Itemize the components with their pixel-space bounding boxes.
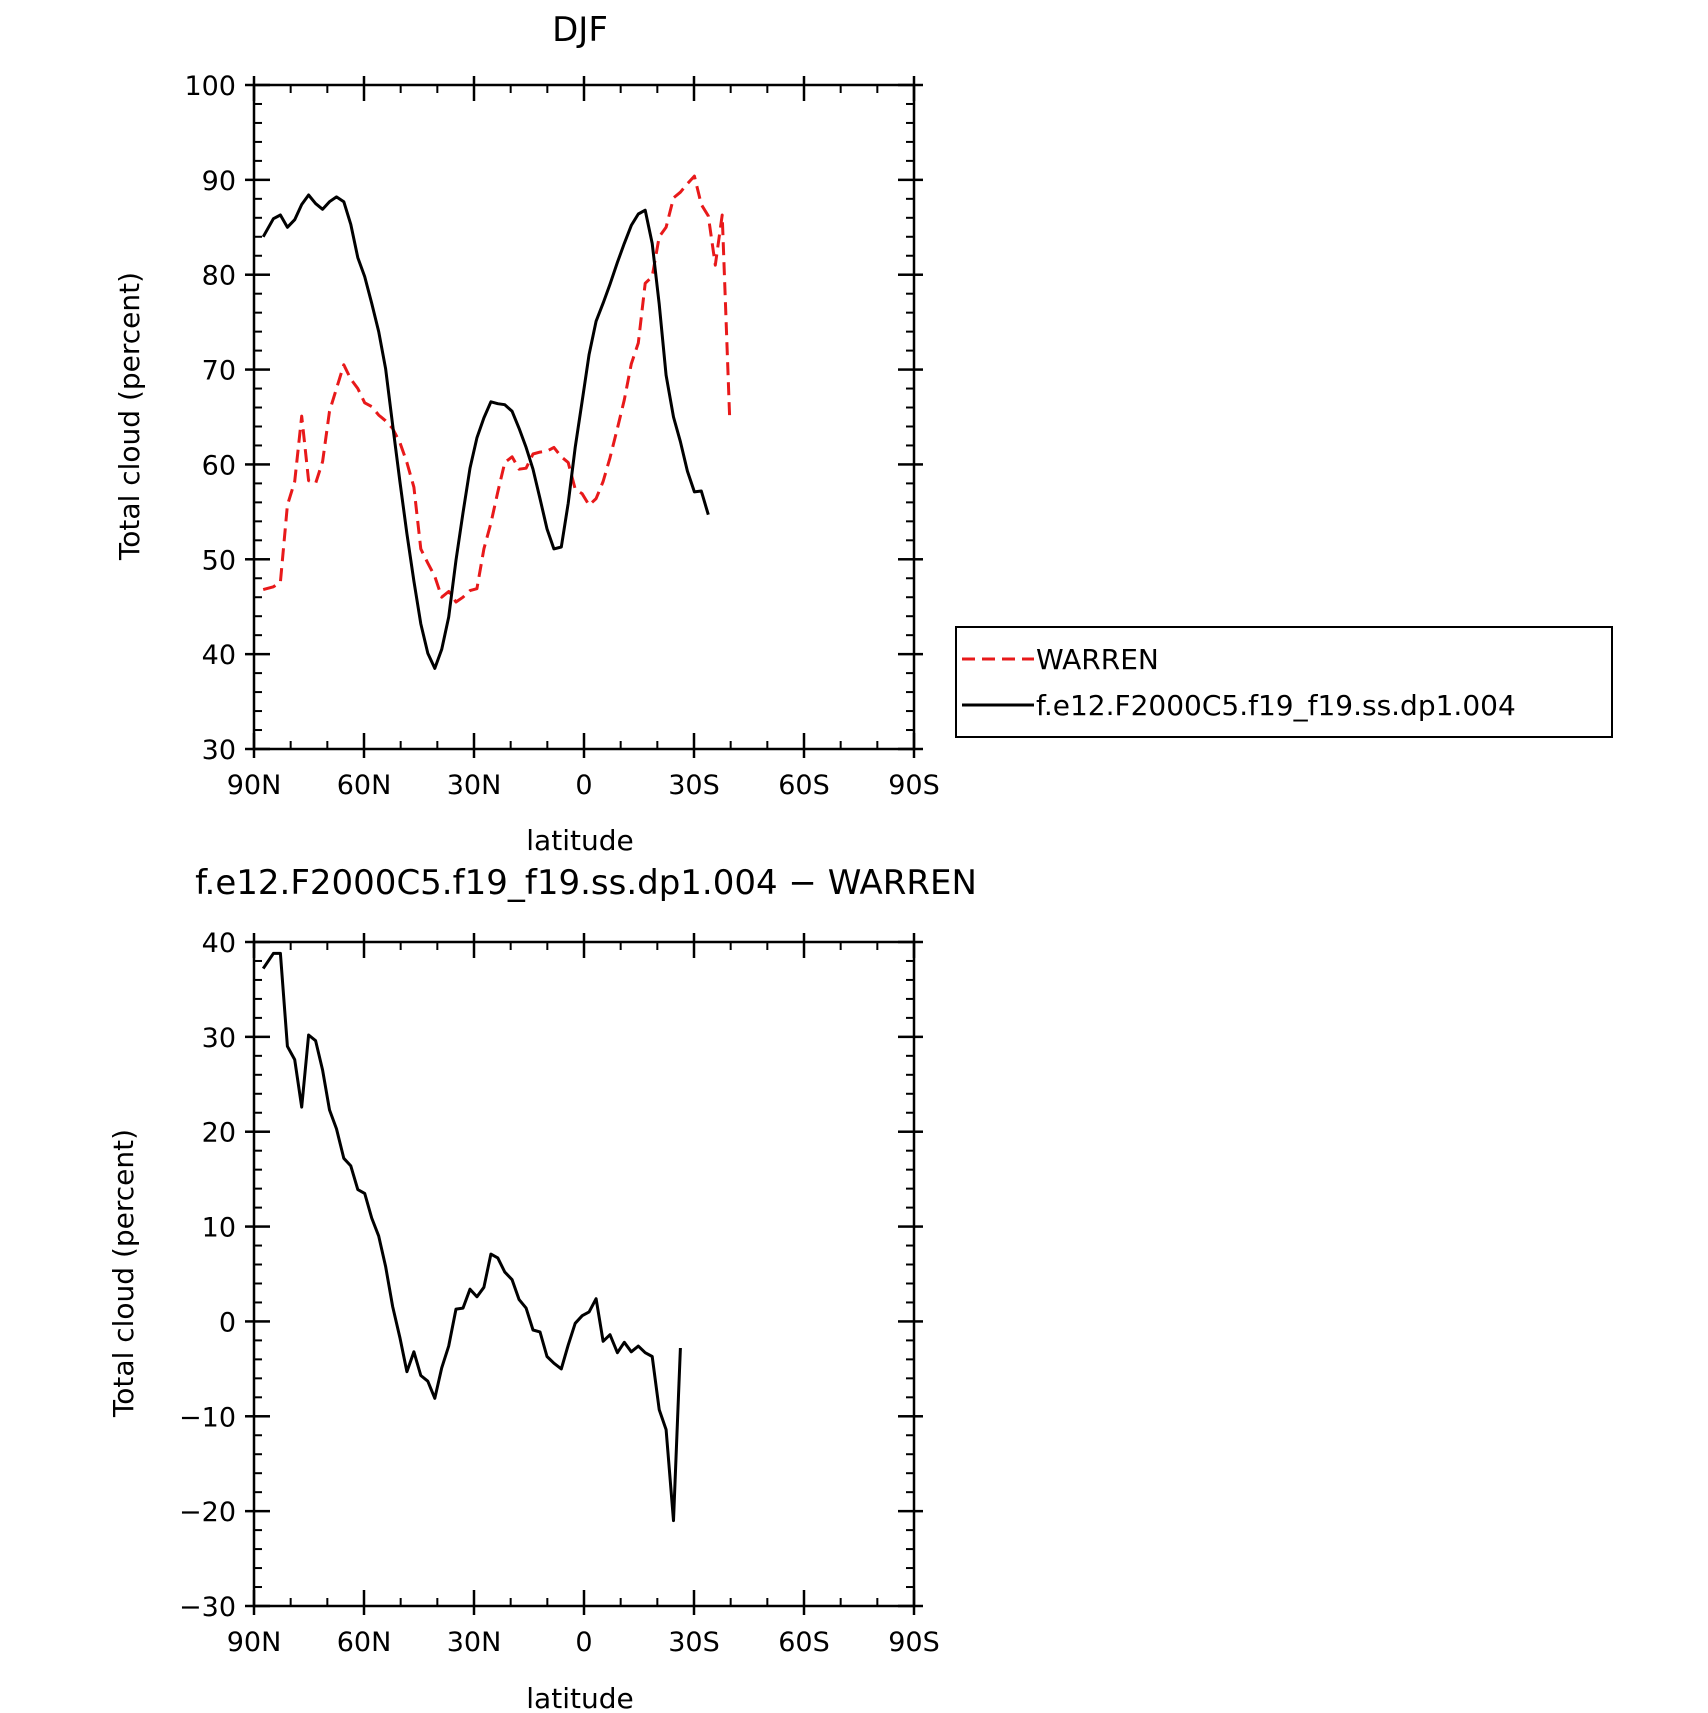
x-tick-label: 60S bbox=[778, 770, 830, 801]
bottom-panel-x-axis-label: latitude bbox=[526, 1682, 633, 1713]
top-panel-title: DJF bbox=[552, 10, 608, 50]
x-tick-label: 90N bbox=[227, 1627, 282, 1658]
y-tick-label: 20 bbox=[202, 1118, 236, 1149]
legend: WARREN f.e12.F2000C5.f19_f19.ss.dp1.004 bbox=[955, 626, 1613, 738]
series-line-warren bbox=[262, 174, 732, 604]
x-tick-label: 30N bbox=[447, 1627, 502, 1658]
legend-box bbox=[955, 626, 1613, 738]
x-tick-label: 0 bbox=[575, 770, 592, 801]
y-tick-label: 40 bbox=[202, 928, 236, 959]
y-tick-label: 90 bbox=[202, 166, 236, 197]
bottom-panel-frame bbox=[252, 940, 916, 1608]
bottom-panel-ticks: −30 −20 −10 0 10 20 30 40 90N 60N 30N 0 30S 60S 90S bbox=[179, 928, 940, 1658]
bottom-panel: f.e12.F2000C5.f19_f19.ss.dp1.004 − WARRE… bbox=[107, 863, 977, 1713]
x-tick-label: 90S bbox=[888, 1627, 940, 1658]
legend-label-warren: WARREN bbox=[1036, 643, 1159, 676]
y-tick-label: −30 bbox=[179, 1592, 236, 1623]
bottom-panel-y-axis-label: Total cloud (percent) bbox=[107, 1129, 140, 1418]
x-tick-label: 60N bbox=[337, 1627, 392, 1658]
x-tick-label: 30S bbox=[668, 1627, 720, 1658]
x-tick-label: 30N bbox=[447, 770, 502, 801]
x-tick-label: 30S bbox=[668, 770, 720, 801]
y-tick-label: −10 bbox=[179, 1402, 236, 1433]
y-tick-label: 60 bbox=[202, 450, 236, 481]
y-tick-label: 50 bbox=[202, 545, 236, 576]
series-line-difference bbox=[261, 951, 682, 1523]
top-panel-series bbox=[261, 174, 732, 670]
top-panel: DJF Total cloud (percent) latitude 30 40 5… bbox=[113, 10, 1613, 857]
y-tick-label: 0 bbox=[219, 1307, 236, 1338]
bottom-panel-title: f.e12.F2000C5.f19_f19.ss.dp1.004 − WARRE… bbox=[195, 863, 977, 903]
y-tick-label: 30 bbox=[202, 1023, 236, 1054]
x-tick-label: 0 bbox=[575, 1627, 592, 1658]
series-line-f-e12-f2000c5-f19-f19-ss-dp1-004 bbox=[261, 193, 710, 670]
x-tick-label: 90S bbox=[888, 770, 940, 801]
y-tick-label: 40 bbox=[202, 640, 236, 671]
y-tick-label: 70 bbox=[202, 356, 236, 387]
x-tick-label: 90N bbox=[227, 770, 282, 801]
top-panel-x-axis-label: latitude bbox=[526, 824, 633, 857]
y-tick-label: 80 bbox=[202, 261, 236, 292]
y-tick-label: 100 bbox=[184, 71, 236, 102]
top-panel-frame bbox=[252, 83, 916, 751]
top-panel-y-axis-label: Total cloud (percent) bbox=[113, 272, 146, 561]
y-tick-label: 10 bbox=[202, 1213, 236, 1244]
x-tick-label: 60S bbox=[778, 1627, 830, 1658]
legend-label-model: f.e12.F2000C5.f19_f19.ss.dp1.004 bbox=[1036, 689, 1516, 722]
x-tick-label: 60N bbox=[337, 770, 392, 801]
bottom-panel-series bbox=[261, 951, 682, 1523]
y-tick-label: 30 bbox=[202, 735, 236, 766]
top-panel-ticks: 30 40 50 60 70 80 90 100 90N 60N 30N 0 30S 60S 90S bbox=[184, 71, 939, 801]
y-tick-label: −20 bbox=[179, 1497, 236, 1528]
